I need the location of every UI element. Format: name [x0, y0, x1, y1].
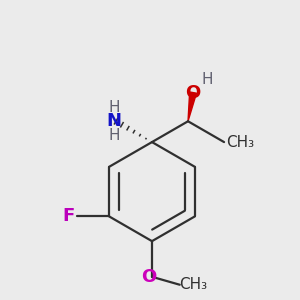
Text: CH₃: CH₃: [226, 135, 254, 150]
Text: H: H: [201, 72, 213, 87]
Text: H: H: [108, 128, 120, 142]
Text: CH₃: CH₃: [179, 277, 208, 292]
Text: F: F: [62, 207, 75, 225]
Text: O: O: [185, 84, 201, 102]
Text: H: H: [108, 100, 120, 115]
Text: N: N: [106, 112, 122, 130]
Text: O: O: [141, 268, 157, 286]
Polygon shape: [188, 92, 196, 121]
